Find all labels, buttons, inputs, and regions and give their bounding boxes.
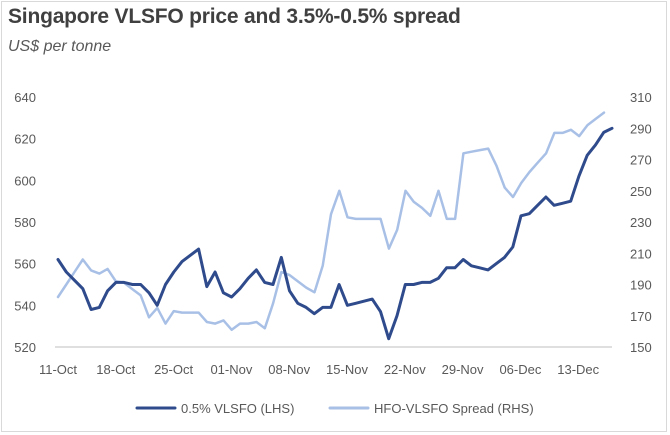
right-tick-label: 310 [630,90,652,105]
x-tick-label: 18-Oct [96,362,135,377]
x-tick-label: 08-Nov [268,362,310,377]
right-tick-label: 170 [630,309,652,324]
left-axis-ticks: 520 540 560 580 600 620 640 [14,90,36,355]
legend-item-spread: HFO-VLSFO Spread (RHS) [328,401,534,416]
x-tick-label: 22-Nov [384,362,426,377]
x-tick-label: 29-Nov [442,362,484,377]
chart-subtitle: US$ per tonne [8,38,112,55]
x-tick-label: 25-Oct [154,362,193,377]
right-tick-label: 270 [630,153,652,168]
left-tick-label: 560 [14,257,36,272]
left-tick-label: 520 [14,340,36,355]
right-tick-label: 150 [630,340,652,355]
chart-title: Singapore VLSFO price and 3.5%-0.5% spre… [8,5,461,28]
x-tick-label: 13-Dec [557,362,599,377]
left-tick-label: 580 [14,215,36,230]
right-axis-ticks: 150 170 190 210 230 250 270 290 310 [630,90,652,355]
legend-label: 0.5% VLSFO (LHS) [181,401,294,416]
right-tick-label: 190 [630,278,652,293]
legend-item-vlsfo: 0.5% VLSFO (LHS) [135,401,294,416]
right-tick-label: 230 [630,215,652,230]
right-tick-label: 210 [630,246,652,261]
right-tick-label: 250 [630,184,652,199]
legend-label: HFO-VLSFO Spread (RHS) [374,401,534,416]
x-tick-label: 11-Oct [39,362,77,377]
series-group [56,111,614,341]
left-tick-label: 600 [14,173,36,188]
x-axis-ticks: 11-Oct 18-Oct 25-Oct 01-Nov 08-Nov 15-Nov 22-N… [39,362,600,377]
series-line-vlsfo [56,126,614,341]
x-tick-label: 06-Dec [499,362,541,377]
series-line-spread [56,111,606,332]
left-tick-label: 540 [14,298,36,313]
x-tick-label: 15-Nov [326,362,368,377]
x-tick-label: 01-Nov [210,362,252,377]
legend: 0.5% VLSFO (LHS) HFO-VLSFO Spread (RHS) [135,401,534,416]
right-tick-label: 290 [630,121,652,136]
left-tick-label: 640 [14,90,36,105]
left-tick-label: 620 [14,132,36,147]
